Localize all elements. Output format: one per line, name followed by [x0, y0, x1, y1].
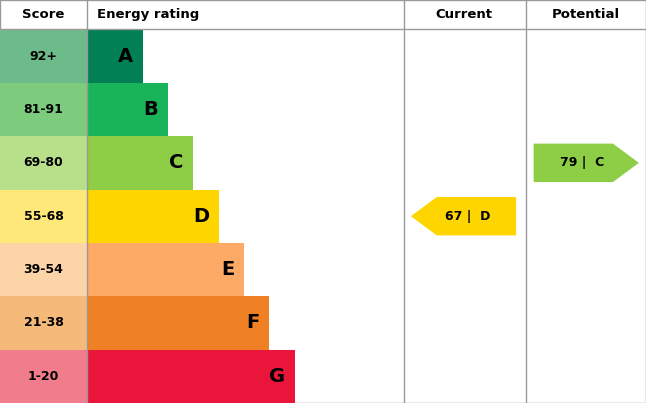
Text: C: C	[169, 153, 183, 172]
Bar	[0, 136, 87, 189]
Text: 1-20: 1-20	[28, 370, 59, 383]
Bar	[0, 83, 87, 136]
Text: 79 |  C: 79 | C	[560, 156, 605, 169]
Bar	[87, 296, 269, 350]
Text: F: F	[246, 314, 260, 332]
Text: G: G	[269, 367, 285, 386]
Bar	[87, 243, 244, 296]
Polygon shape	[411, 197, 516, 235]
Bar	[0, 296, 87, 350]
Bar	[87, 83, 168, 136]
Bar	[87, 189, 218, 243]
Text: 55-68: 55-68	[24, 210, 63, 223]
Text: A: A	[118, 47, 133, 66]
Text: 67 |  D: 67 | D	[444, 210, 490, 223]
Bar	[87, 136, 193, 189]
Text: 81-91: 81-91	[24, 103, 63, 116]
Text: E: E	[221, 260, 234, 279]
Text: 21-38: 21-38	[24, 316, 63, 329]
Text: Score: Score	[23, 8, 65, 21]
Text: Potential: Potential	[552, 8, 620, 21]
Text: Energy rating: Energy rating	[97, 8, 199, 21]
Text: 69-80: 69-80	[24, 156, 63, 169]
Text: 92+: 92+	[30, 50, 57, 62]
Bar	[0, 243, 87, 296]
Bar	[87, 29, 143, 83]
Text: Current: Current	[435, 8, 492, 21]
Bar	[0, 189, 87, 243]
Bar	[0, 350, 87, 403]
Bar	[87, 350, 295, 403]
Text: 39-54: 39-54	[24, 263, 63, 276]
Bar	[0, 29, 87, 83]
Polygon shape	[534, 143, 639, 182]
Text: B: B	[143, 100, 158, 119]
Text: D: D	[193, 207, 209, 226]
